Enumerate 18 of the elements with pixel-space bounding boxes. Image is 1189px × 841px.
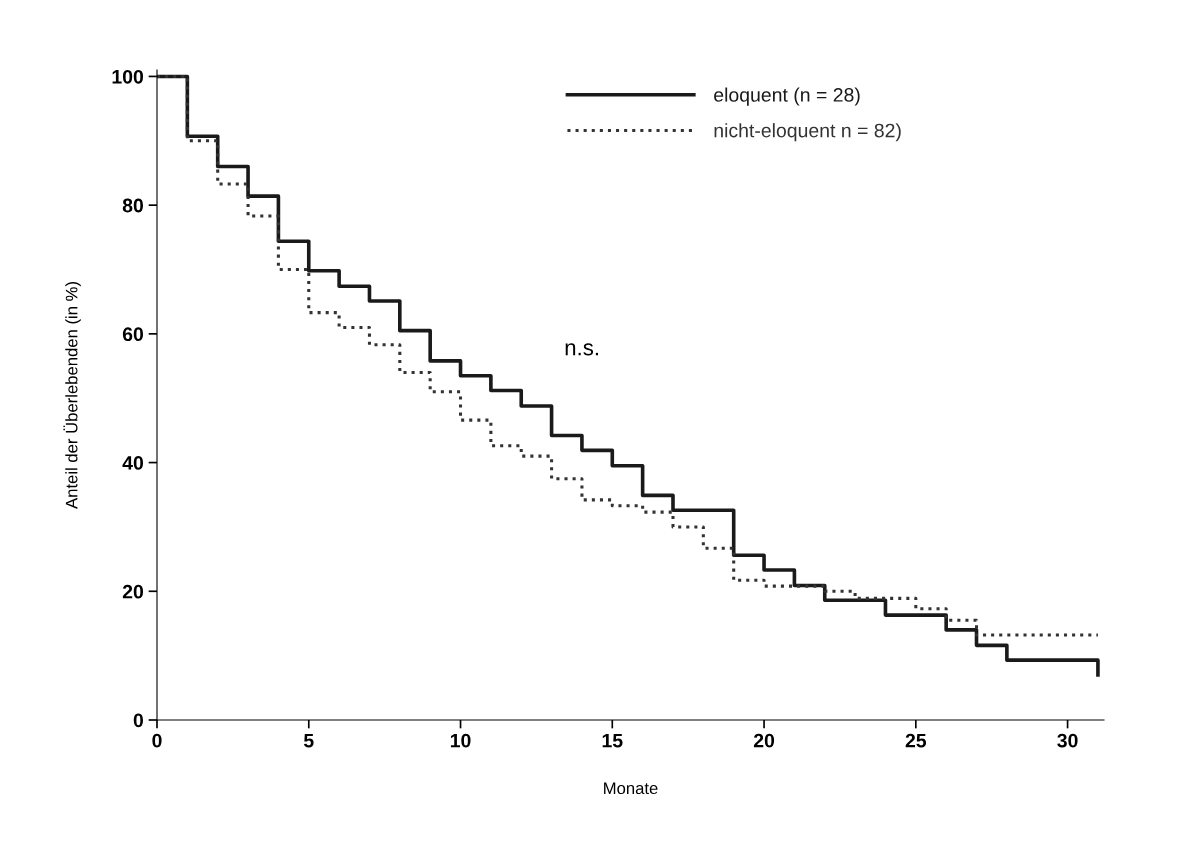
x-axis-title: Monate bbox=[604, 782, 658, 795]
x-tick-label: 0 bbox=[152, 733, 162, 748]
annotation: n.s. bbox=[565, 343, 598, 356]
y-tick-label: 60 bbox=[122, 327, 144, 342]
x-tick-label: 25 bbox=[905, 733, 927, 748]
x-tick-label: 15 bbox=[602, 733, 623, 748]
x-tick-label: 30 bbox=[1057, 733, 1078, 748]
x-tick-label: 10 bbox=[450, 733, 471, 748]
y-tick-label: 0 bbox=[133, 713, 144, 728]
text: nicht-eloquent n = 82) bbox=[714, 123, 901, 142]
y-tick-label: 80 bbox=[122, 198, 144, 213]
x-tick-label: 20 bbox=[753, 733, 775, 748]
text: eloquent (n = 28) bbox=[714, 87, 860, 106]
y-tick-label: 20 bbox=[122, 584, 144, 599]
x-tick-label: 5 bbox=[303, 733, 314, 748]
y-tick-label: 100 bbox=[112, 69, 144, 84]
y-tick-label: 40 bbox=[122, 456, 144, 470]
y-axis-title: Anteil der Überlebenden (in %) bbox=[63, 282, 81, 509]
